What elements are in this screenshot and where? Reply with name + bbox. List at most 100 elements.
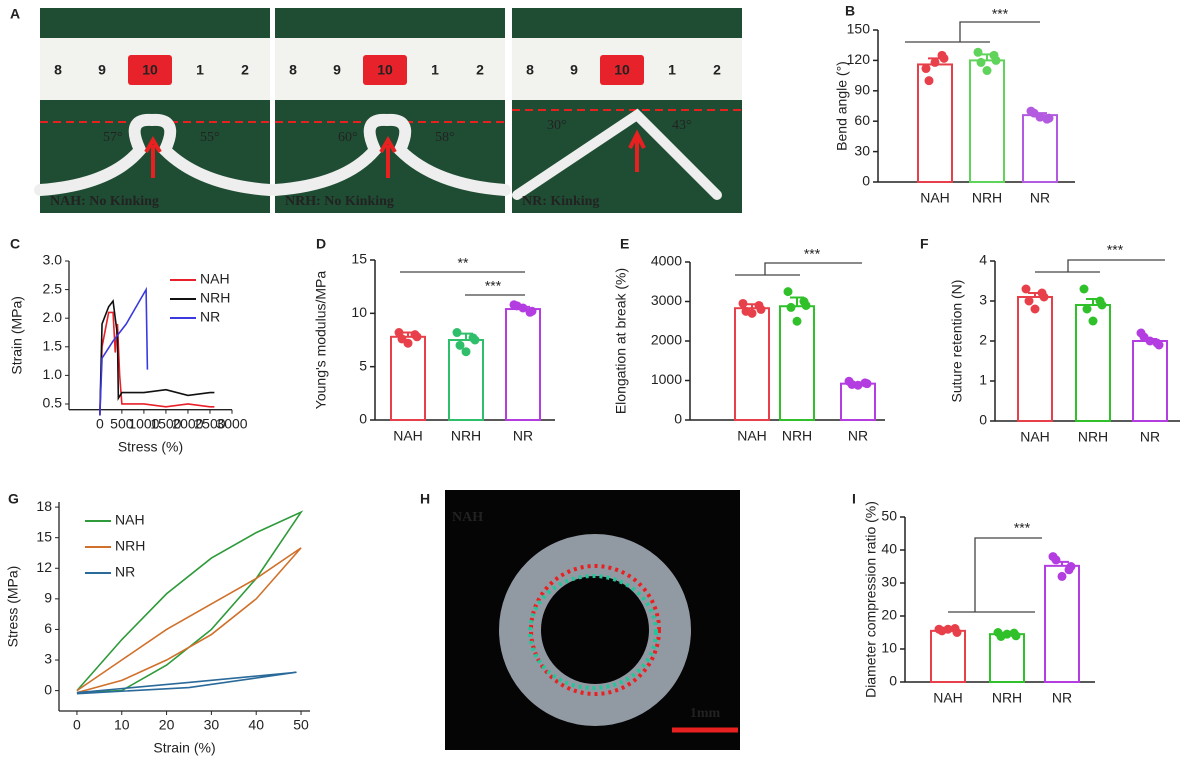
ruler-mark: [600, 55, 644, 85]
scale-label: 1mm: [690, 706, 721, 721]
y-tick-label: 50: [881, 508, 897, 524]
data-point: [512, 301, 522, 311]
significance-bracket: [764, 262, 862, 275]
x-tick-label: NR: [1052, 690, 1072, 706]
x-tick-label: 0: [73, 717, 81, 733]
photo-label: NR: Kinking: [522, 194, 599, 209]
x-tick-label: 10: [114, 717, 130, 733]
y-tick-label: 40: [881, 541, 897, 557]
series-line: [76, 671, 297, 695]
arrow: [379, 136, 397, 178]
ruler-number: 10: [142, 62, 158, 78]
ruler-number: 8: [289, 62, 297, 78]
ruler-number: 2: [476, 62, 484, 78]
photo-label: NAH: No Kinking: [50, 194, 159, 209]
panel-letter: D: [316, 236, 326, 252]
x-tick-label: NAH: [920, 190, 950, 206]
bar: [390, 335, 426, 421]
bar: [1132, 340, 1168, 422]
y-tick-label: 60: [854, 112, 870, 128]
data-point: [996, 631, 1006, 641]
photo-label: NRH: No Kinking: [285, 194, 394, 209]
data-point: [741, 306, 751, 316]
legend-label: NRH: [115, 538, 145, 554]
data-point: [921, 64, 931, 74]
data-point: [982, 66, 992, 76]
x-tick-label: 40: [248, 717, 264, 733]
angle-label: 43°: [672, 118, 692, 133]
bar: [1075, 304, 1111, 422]
y-tick-label: 0.5: [43, 395, 63, 411]
significance-label: ***: [1014, 520, 1031, 536]
y-axis-label: Bend angle (°): [834, 61, 850, 151]
y-tick-label: 0: [44, 681, 52, 697]
x-axis-label: Strain (%): [153, 740, 215, 756]
significance-label: **: [458, 255, 469, 271]
ruler-mark: [363, 55, 407, 85]
panel-letter: I: [852, 491, 856, 507]
angle-label: 55°: [200, 130, 220, 145]
panel-letter: A: [10, 6, 20, 22]
ruler-number: 10: [377, 62, 393, 78]
data-point: [1139, 332, 1149, 342]
data-point: [754, 300, 764, 310]
y-axis-label: Suture retention (N): [949, 280, 965, 403]
ruler-number: 1: [668, 62, 676, 78]
data-point: [976, 57, 986, 67]
significance-bracket: [1067, 259, 1165, 272]
significance-label: ***: [992, 6, 1009, 22]
series-line: [99, 311, 215, 416]
bar: [917, 63, 953, 183]
ruler-number: 2: [241, 62, 249, 78]
y-tick-label: 150: [847, 21, 871, 37]
data-point: [1088, 316, 1098, 326]
suture: [34, 113, 276, 196]
x-tick-label: 30: [204, 717, 220, 733]
x-tick-label: 20: [159, 717, 175, 733]
y-tick-label: 0: [359, 411, 367, 427]
photo-label: NAH: [452, 510, 483, 525]
bar: [505, 308, 541, 422]
y-axis-label: Young's modulus/MPa: [313, 271, 329, 410]
bar: [1022, 114, 1058, 183]
y-tick-label: 0: [979, 412, 987, 428]
x-tick-label: 0: [96, 415, 104, 431]
x-tick-label: NR: [848, 428, 868, 444]
ruler-number: 8: [54, 62, 62, 78]
y-tick-label: 3.0: [43, 252, 63, 268]
y-tick-label: 30: [854, 142, 870, 158]
x-tick-label: NRH: [451, 428, 481, 444]
inner-contour: [528, 574, 658, 690]
arrow: [628, 129, 646, 172]
y-tick-label: 30: [881, 574, 897, 590]
panel-letter: B: [845, 3, 855, 19]
panel-letter: G: [8, 491, 19, 507]
x-tick-label: 500: [110, 415, 134, 431]
data-point: [1030, 304, 1040, 314]
data-point: [783, 287, 793, 297]
y-tick-label: 3: [44, 651, 52, 667]
x-tick-label: NR: [513, 428, 533, 444]
bar: [1044, 564, 1080, 684]
y-tick-label: 3000: [651, 292, 682, 308]
y-axis-label: Diameter compression ratio (%): [863, 501, 879, 698]
ruler-number: 2: [713, 62, 721, 78]
y-tick-label: 1: [979, 372, 987, 388]
y-tick-label: 2.0: [43, 309, 63, 325]
y-tick-label: 5: [359, 357, 367, 373]
angle-label: 60°: [338, 130, 358, 145]
ruler-number: 8: [526, 62, 534, 78]
panel-letter: F: [920, 236, 929, 252]
ruler-number: 9: [570, 62, 578, 78]
x-tick-label: NR: [1140, 429, 1160, 445]
ruler-mark: [128, 55, 172, 85]
ruler-number: 1: [431, 62, 439, 78]
x-tick-label: NRH: [1078, 429, 1108, 445]
suture: [512, 108, 722, 200]
angle-label: 57°: [103, 130, 123, 145]
significance-label: ***: [804, 246, 821, 262]
tube-ring: [499, 534, 691, 726]
data-point: [937, 50, 947, 60]
data-point: [468, 333, 478, 343]
error-bar: [790, 296, 804, 307]
